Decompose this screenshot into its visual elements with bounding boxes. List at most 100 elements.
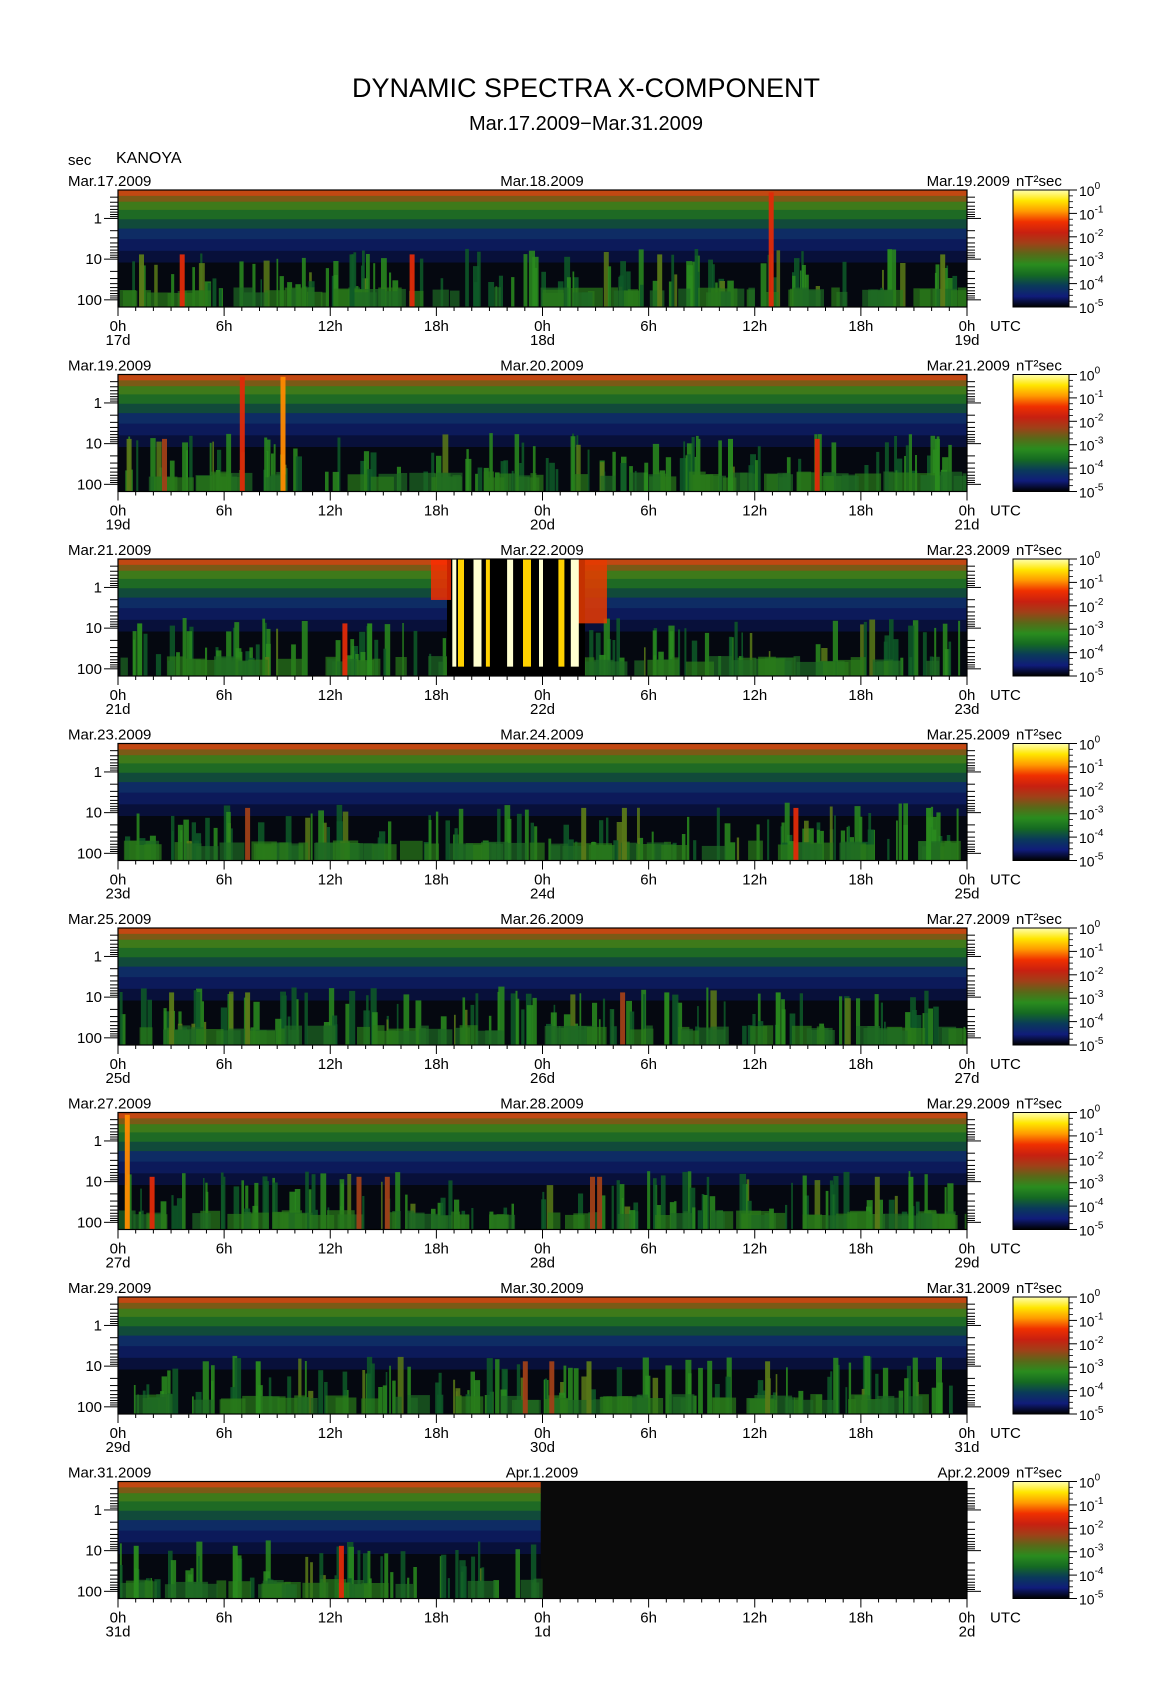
activity-streak	[182, 618, 187, 676]
activity-patch	[808, 1215, 827, 1230]
spectral-band	[118, 1487, 541, 1494]
spectra-panel: Mar.17.2009 Mar.18.2009 Mar.19.2009 nT²sec1…	[68, 173, 1104, 349]
colorbar-tick-label: 100	[1079, 919, 1101, 937]
activity-streak	[465, 248, 469, 307]
activity-streak	[370, 452, 377, 492]
x-tick-label: 12h	[318, 1056, 343, 1073]
activity-streak	[908, 434, 912, 492]
spectral-event	[367, 623, 373, 676]
activity-streak	[725, 1376, 729, 1414]
storm-burst	[458, 559, 464, 667]
activity-streak	[370, 1363, 375, 1414]
panel-date-mid: Mar.30.2009	[500, 1280, 583, 1297]
activity-streak	[611, 1185, 614, 1230]
spectral-event	[280, 376, 286, 492]
colorbar-unit-label: nT²sec	[1016, 1465, 1062, 1482]
activity-streak	[407, 1366, 411, 1414]
activity-patch	[228, 1581, 251, 1599]
activity-streak	[459, 1560, 466, 1599]
colorbar-tick-label: 10-2	[1079, 1150, 1104, 1168]
activity-patch	[529, 842, 545, 861]
spectral-event	[126, 438, 132, 492]
activity-streak	[510, 993, 516, 1045]
spectral-band	[118, 966, 967, 978]
activity-patch	[836, 291, 848, 307]
activity-streak	[776, 250, 781, 307]
activity-streak	[428, 819, 432, 861]
activity-streak	[570, 994, 576, 1045]
panel-date-right: Mar.23.2009	[927, 542, 1010, 559]
activity-patch	[370, 476, 394, 492]
colorbar-gradient	[1012, 1296, 1070, 1415]
x-tick-label: 18h	[848, 687, 873, 704]
activity-streak	[475, 473, 478, 492]
activity-patch	[950, 290, 967, 307]
colorbar-gradient	[1012, 927, 1070, 1046]
day-label: 21d	[105, 701, 130, 718]
colorbar-tick-label: 10-5	[1079, 1036, 1104, 1054]
activity-streak	[511, 277, 515, 307]
activity-streak	[133, 1385, 136, 1414]
day-label: 25d	[954, 886, 979, 903]
activity-patch	[265, 477, 272, 492]
activity-patch	[219, 842, 245, 861]
activity-patch	[873, 661, 883, 676]
activity-streak	[486, 1358, 493, 1414]
colorbar-tick-label: 100	[1079, 1104, 1101, 1122]
activity-streak	[616, 1180, 620, 1230]
activity-streak	[896, 820, 898, 861]
panel-date-mid: Mar.18.2009	[500, 173, 583, 190]
activity-streak	[291, 987, 297, 1045]
activity-streak	[619, 1184, 625, 1230]
activity-patch	[907, 1396, 923, 1414]
activity-patch	[483, 471, 494, 492]
colorbar: 100 10-1 10-2 10-3 10-4 10-5	[1012, 550, 1104, 685]
activity-streak	[718, 440, 722, 492]
activity-patch	[826, 1215, 846, 1230]
activity-streak	[219, 289, 222, 307]
activity-streak	[894, 1195, 898, 1230]
spectral-band	[118, 1308, 967, 1318]
activity-streak	[548, 838, 552, 861]
spectral-band	[118, 386, 967, 395]
panel-date-left: Mar.29.2009	[68, 1280, 151, 1297]
panel-date-right: Mar.19.2009	[927, 173, 1010, 190]
activity-streak	[691, 640, 698, 676]
activity-streak	[447, 1578, 450, 1599]
activity-streak	[937, 1382, 943, 1414]
spectral-event	[586, 1361, 592, 1414]
activity-streak	[252, 263, 256, 307]
activity-streak	[415, 1000, 422, 1045]
spectral-event	[581, 807, 587, 861]
activity-streak	[357, 1550, 361, 1599]
activity-patch	[395, 657, 407, 676]
activity-streak	[285, 816, 292, 861]
day-label: 2d	[959, 1624, 976, 1641]
activity-patch	[164, 1584, 175, 1599]
activity-streak	[140, 1188, 142, 1230]
activity-streak	[524, 809, 529, 861]
activity-streak	[830, 1371, 833, 1414]
activity-streak	[495, 1359, 500, 1414]
spectral-event	[255, 1361, 261, 1414]
activity-streak	[362, 1553, 368, 1599]
spectral-band	[118, 228, 967, 240]
activity-streak	[757, 446, 761, 492]
activity-patch	[840, 841, 861, 861]
activity-streak	[799, 993, 803, 1045]
spectral-event	[775, 992, 781, 1045]
activity-streak	[794, 258, 800, 307]
activity-streak	[220, 1172, 224, 1230]
activity-patch	[593, 1399, 601, 1414]
activity-patch	[749, 1398, 775, 1414]
spectrogram-area	[118, 559, 967, 676]
activity-streak	[156, 441, 162, 492]
activity-streak	[403, 994, 410, 1045]
spectral-event	[149, 1176, 155, 1230]
activity-streak	[669, 631, 674, 676]
activity-streak	[272, 1182, 278, 1230]
spectral-band	[118, 1530, 541, 1543]
activity-streak	[339, 1179, 345, 1230]
activity-streak	[780, 826, 783, 861]
activity-streak	[382, 1385, 387, 1414]
